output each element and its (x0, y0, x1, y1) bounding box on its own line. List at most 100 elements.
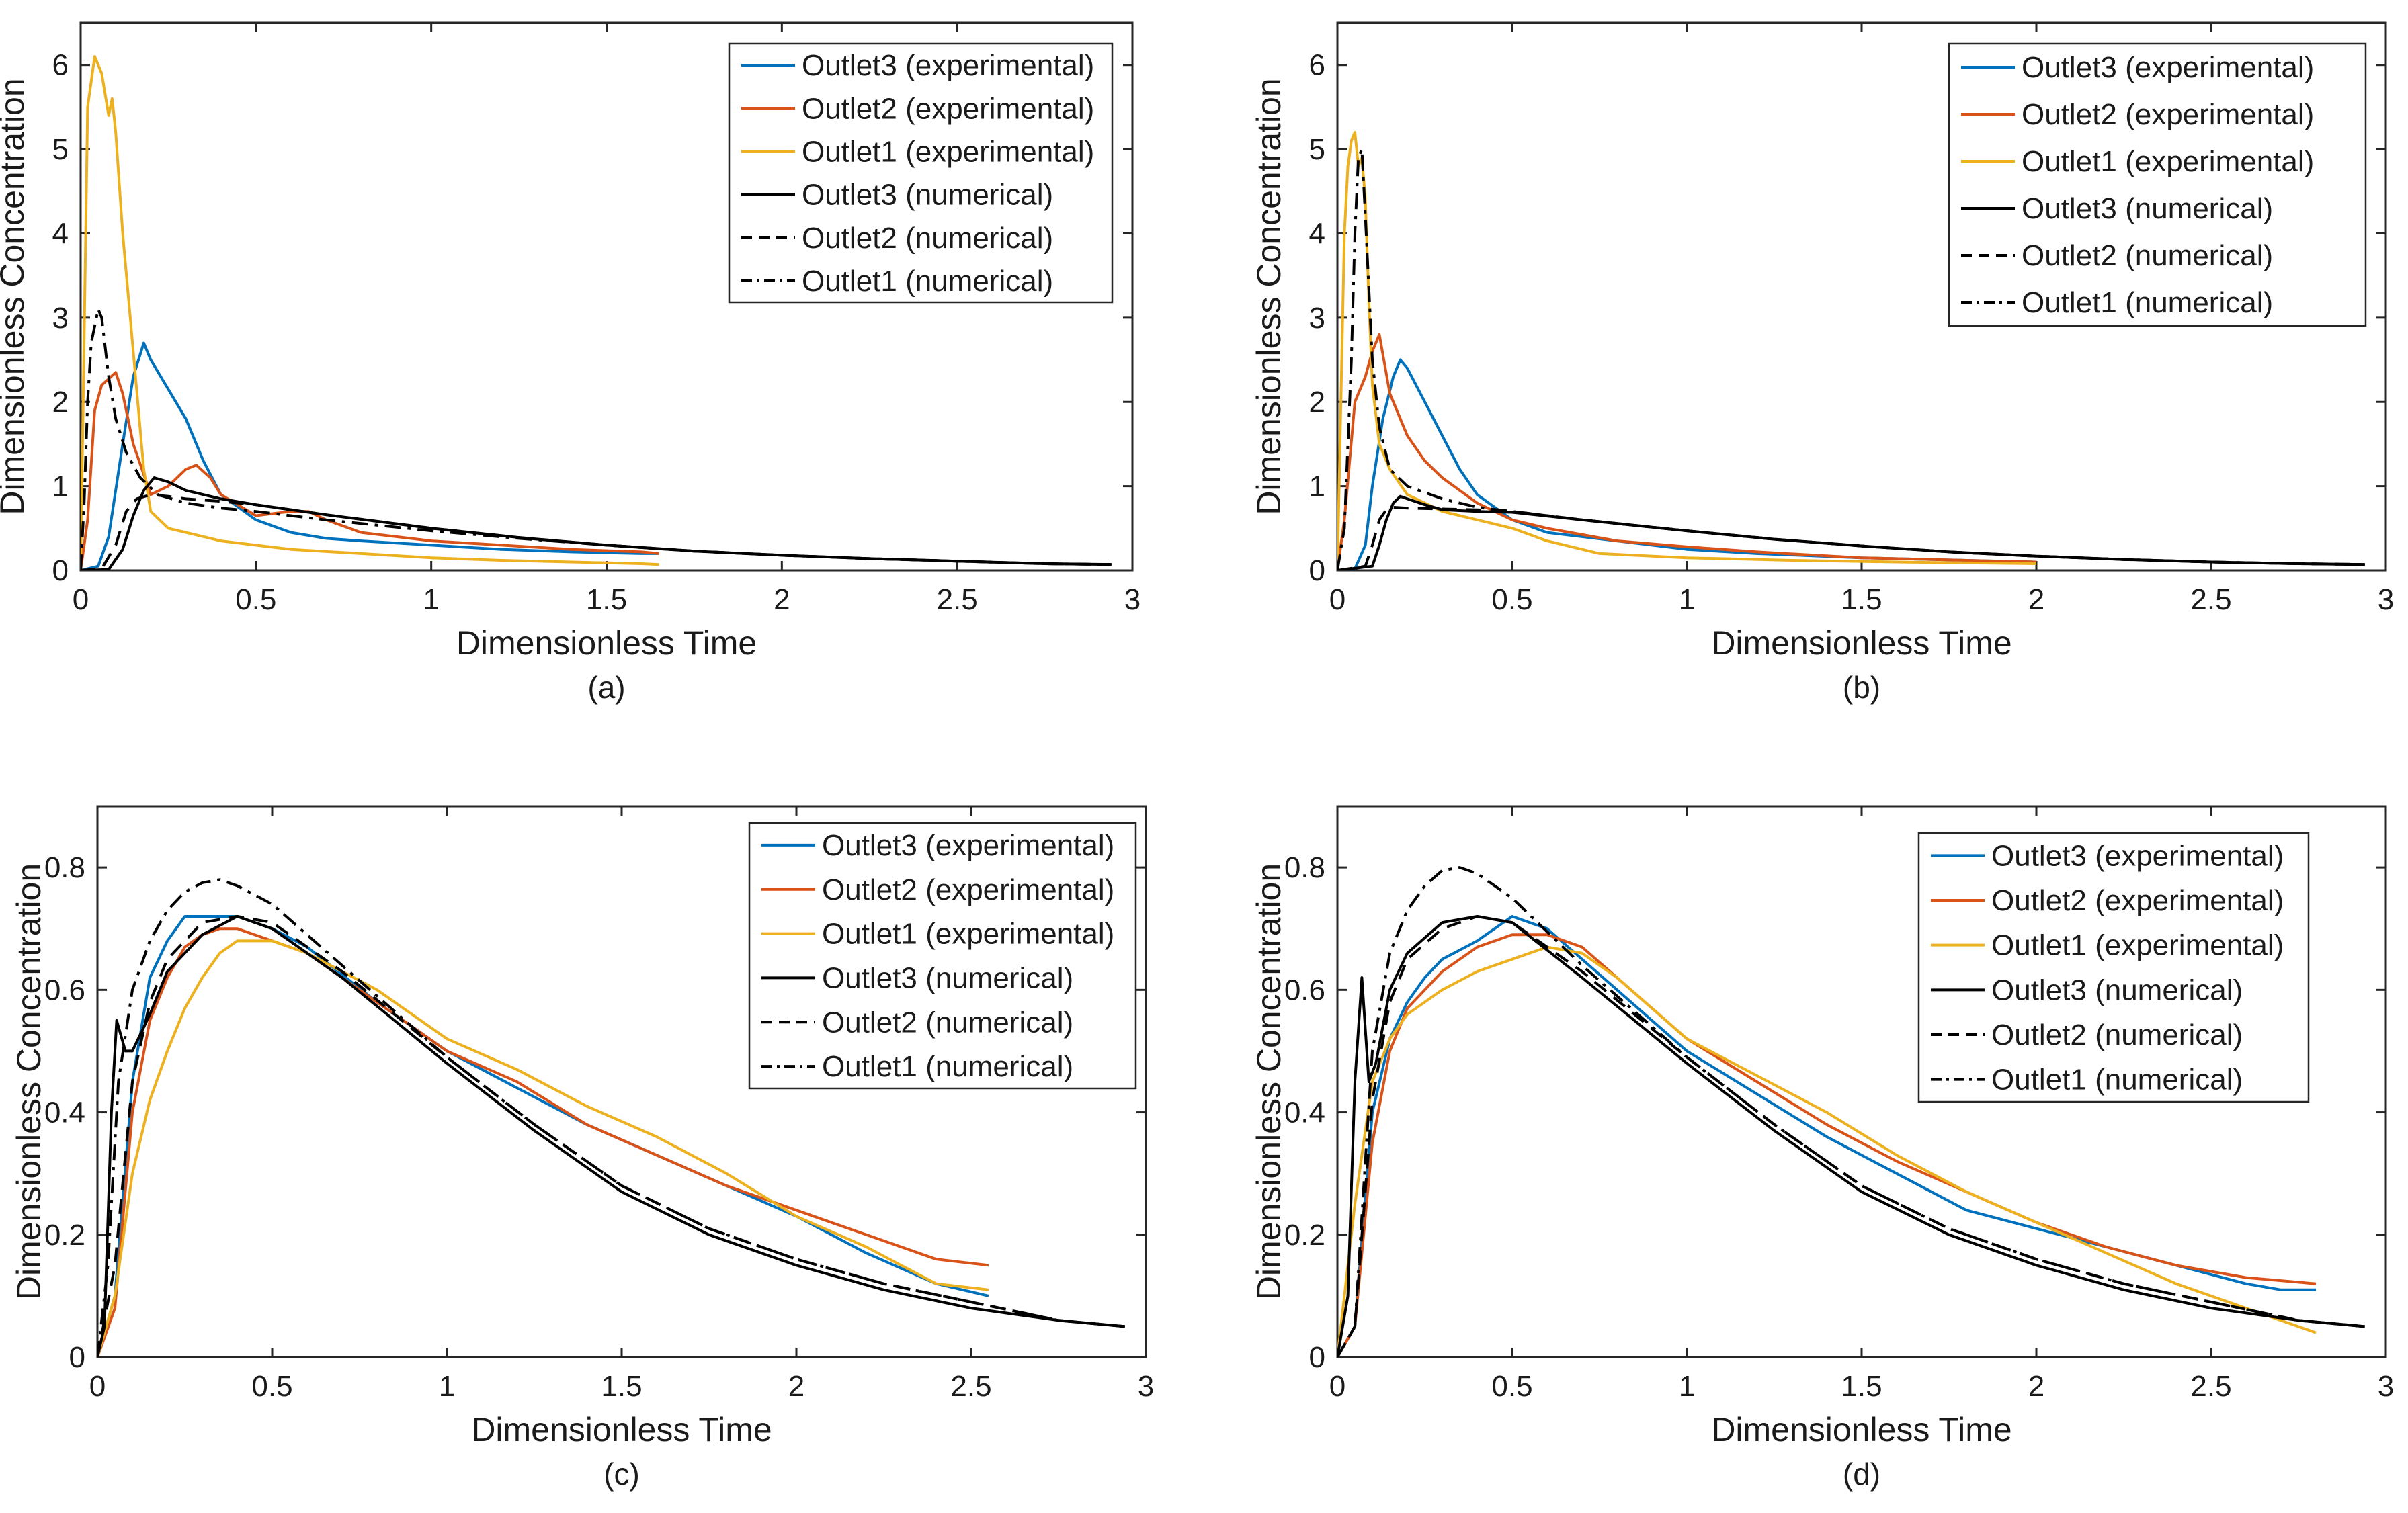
legend-entry: Outlet2 (experimental) (822, 873, 1114, 906)
legend-entry: Outlet2 (numerical) (802, 222, 1053, 255)
legend-entry: Outlet1 (experimental) (2022, 145, 2314, 178)
x-tick-label: 1 (1679, 1370, 1695, 1403)
x-tick-label: 2 (774, 583, 790, 616)
legend-entry: Outlet3 (experimental) (802, 49, 1094, 82)
x-tick-label: 1.5 (601, 1370, 642, 1403)
x-tick-label: 2.5 (2190, 583, 2231, 616)
x-tick-label: 3 (1138, 1370, 1154, 1403)
x-tick-label: 1.5 (1841, 1370, 1882, 1403)
chart-panel-0: 0 0.5 1 1.5 2 2.5 3 0 1 2 3 4 5 6 Dimensionless Time Di… (0, 21, 1140, 705)
series-line-outlet1-experimental (1337, 131, 2037, 570)
series-line-outlet1-experimental (1337, 945, 2317, 1357)
legend-entry: Outlet2 (experimental) (802, 92, 1094, 125)
series-line-outlet1-experimental (81, 55, 659, 570)
x-tick-label: 0.5 (1491, 583, 1532, 616)
y-tick-label: 0.6 (44, 974, 85, 1006)
x-tick-label: 2.5 (2190, 1370, 2231, 1403)
series-line-outlet2-numerical (81, 493, 1112, 570)
y-tick-label: 5 (52, 133, 69, 166)
legend-entry: Outlet1 (experimental) (802, 135, 1094, 168)
legend-entry: Outlet1 (numerical) (802, 265, 1053, 298)
y-tick-label: 4 (1309, 217, 1325, 250)
panel-caption: (d) (1843, 1457, 1880, 1492)
legend-entry: Outlet3 (numerical) (2022, 192, 2273, 225)
x-tick-label: 0 (89, 1370, 106, 1403)
series-line-outlet3-experimental (81, 341, 659, 570)
legend-entry: Outlet3 (numerical) (822, 961, 1073, 994)
legend-entry: Outlet1 (numerical) (2022, 286, 2273, 319)
series-line-outlet2-experimental (81, 371, 659, 570)
x-tick-label: 2.5 (937, 583, 978, 616)
y-axis-label: Dimensionless Concentration (10, 863, 48, 1300)
y-tick-label: 4 (52, 217, 69, 250)
legend-entry: Outlet1 (experimental) (1991, 929, 2284, 962)
panel-caption: (c) (604, 1457, 640, 1492)
y-tick-label: 0 (69, 1341, 85, 1374)
legend-box (1948, 42, 2367, 327)
x-tick-label: 2 (2028, 1370, 2044, 1403)
x-axis-label: Dimensionless Time (1711, 624, 2011, 662)
x-tick-label: 3 (2378, 1370, 2394, 1403)
legend: Outlet3 (experimental) Outlet2 (experimen… (748, 822, 1137, 1090)
legend-entry: Outlet2 (numerical) (1991, 1019, 2243, 1051)
y-tick-label: 0.8 (1284, 851, 1325, 884)
y-tick-label: 0 (1309, 554, 1325, 587)
x-tick-label: 3 (2378, 583, 2394, 616)
y-tick-label: 1 (52, 470, 69, 503)
y-tick-label: 3 (1309, 302, 1325, 335)
y-tick-label: 0.6 (1284, 974, 1325, 1006)
x-tick-label: 1 (1679, 583, 1695, 616)
y-tick-label: 0 (1309, 1341, 1325, 1374)
panel-caption: (a) (587, 670, 625, 705)
x-tick-label: 1 (439, 1370, 455, 1403)
x-tick-label: 0.5 (235, 583, 276, 616)
y-tick-label: 2 (52, 386, 69, 419)
x-tick-label: 0.5 (251, 1370, 292, 1403)
series-line-outlet3-numerical (1337, 915, 2365, 1357)
x-tick-label: 2 (2028, 583, 2044, 616)
y-tick-label: 0.8 (44, 851, 85, 884)
y-tick-label: 0.2 (1284, 1219, 1325, 1252)
series-line-outlet3-numerical (97, 915, 1125, 1357)
y-tick-label: 6 (1309, 49, 1325, 82)
y-tick-label: 3 (52, 302, 69, 335)
y-tick-label: 6 (52, 49, 69, 82)
legend: Outlet3 (experimental) Outlet2 (experimen… (728, 42, 1114, 304)
y-tick-label: 0 (52, 554, 69, 587)
y-axis-label: Dimensionless Concentration (1250, 863, 1288, 1300)
y-axis-label: Dimensionless Concentration (0, 78, 31, 515)
y-axis-label: Dimensionless Concentration (1250, 78, 1288, 515)
legend-entry: Outlet3 (experimental) (1991, 839, 2284, 872)
legend-entry: Outlet3 (experimental) (822, 829, 1114, 862)
chart-panel-3: 0 0.5 1 1.5 2 2.5 300.20.40.60.8Dimensionless … (1250, 805, 2394, 1492)
legend-entry: Outlet2 (numerical) (822, 1006, 1073, 1039)
chart-panel-2: 0 0.5 1 1.5 2 2.5 300.20.40.60.8Dimensionless … (10, 805, 1154, 1492)
legend-entry: Outlet3 (experimental) (2022, 51, 2314, 84)
chart-panel-1: 0 0.5 1 1.5 2 2.5 3 0 1 2 3 4 5 6 Dimensionless Time Di… (1250, 21, 2394, 705)
series-line-outlet3-experimental (1337, 358, 2037, 570)
panel-caption: (b) (1843, 670, 1880, 705)
legend-box (728, 42, 1114, 304)
x-tick-label: 3 (1124, 583, 1140, 616)
y-tick-label: 1 (1309, 470, 1325, 503)
x-tick-label: 1.5 (1841, 583, 1882, 616)
legend-box (748, 822, 1137, 1090)
y-tick-label: 2 (1309, 386, 1325, 419)
legend: Outlet3 (experimental) Outlet2 (experimen… (1948, 42, 2367, 327)
series-line-outlet2-numerical (1337, 915, 2365, 1357)
legend-entry: Outlet3 (numerical) (802, 179, 1053, 212)
legend-entry: Outlet1 (experimental) (822, 918, 1114, 951)
series-line-outlet1-numerical (1337, 148, 2365, 570)
y-tick-label: 5 (1309, 133, 1325, 166)
legend-entry: Outlet1 (numerical) (1991, 1064, 2243, 1096)
y-tick-label: 0.4 (1284, 1096, 1325, 1129)
x-tick-label: 0 (73, 583, 89, 616)
legend-entry: Outlet3 (numerical) (1991, 974, 2243, 1006)
x-tick-label: 2 (788, 1370, 804, 1403)
x-tick-label: 0.5 (1491, 1370, 1532, 1403)
series-line-outlet2-experimental (1337, 333, 2037, 570)
x-axis-label: Dimensionless Time (456, 624, 757, 662)
legend-entry: Outlet2 (experimental) (1991, 884, 2284, 917)
y-tick-label: 0.2 (44, 1219, 85, 1252)
